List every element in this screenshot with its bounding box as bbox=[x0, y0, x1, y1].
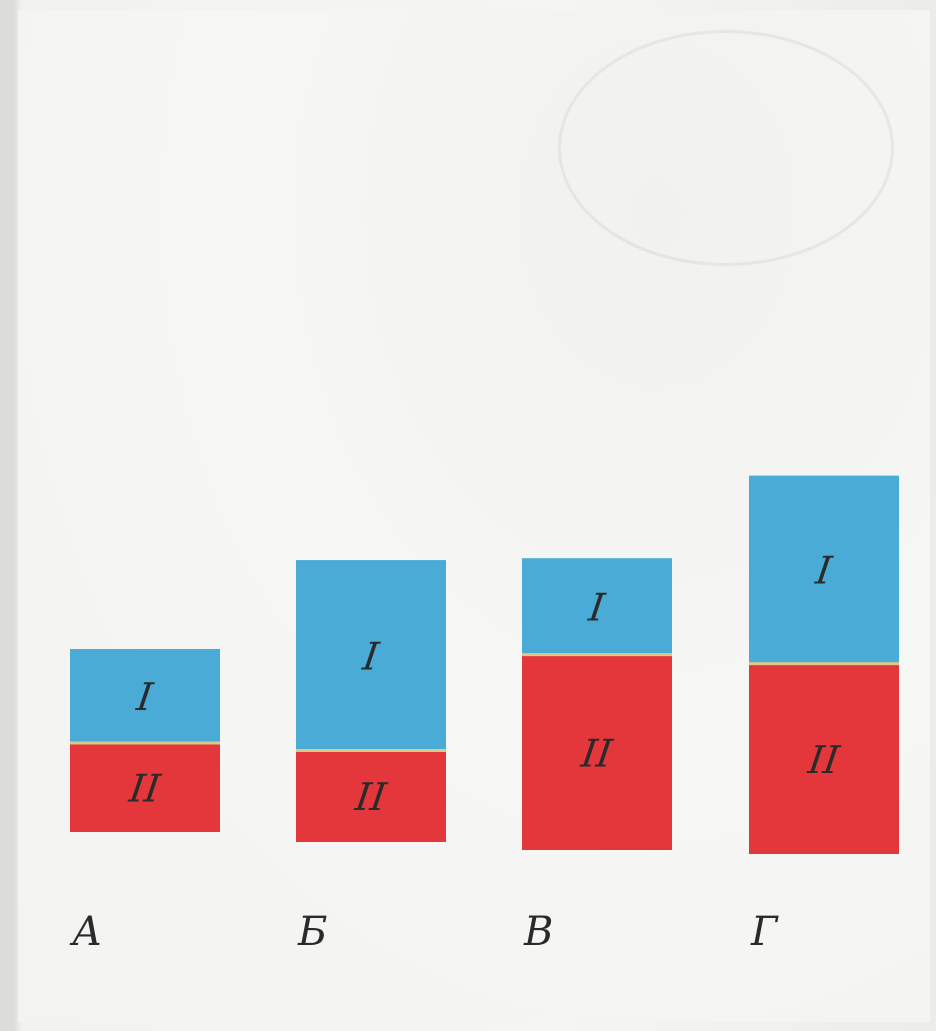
segment-label-i-2: I bbox=[359, 635, 382, 679]
bar-segment-i-1 bbox=[70, 648, 220, 743]
segment-label-i-1: I bbox=[133, 676, 156, 720]
segment-label-ii-2: II bbox=[352, 776, 390, 820]
segment-label-ii-4: II bbox=[805, 739, 843, 783]
bar-segment-i-4 bbox=[749, 475, 899, 664]
bar-segment-ii-1 bbox=[70, 742, 220, 832]
bar-segment-ii-3 bbox=[522, 654, 672, 850]
segment-label-i-3: I bbox=[585, 587, 608, 631]
bar-segment-ii-4 bbox=[749, 663, 899, 854]
category-label-1: А bbox=[69, 909, 102, 955]
category-label-3: В bbox=[523, 909, 553, 955]
segment-label-i-4: I bbox=[812, 550, 835, 594]
segment-label-ii-3: II bbox=[578, 732, 616, 776]
bar-segment-i-2 bbox=[296, 560, 446, 751]
bar-segment-i-3 bbox=[522, 558, 672, 655]
segment-label-ii-1: II bbox=[126, 768, 164, 812]
category-label-2: Б bbox=[297, 909, 327, 955]
category-label-4: Г bbox=[750, 909, 779, 955]
bar-segment-ii-2 bbox=[296, 750, 446, 842]
background-watermark bbox=[558, 30, 894, 266]
